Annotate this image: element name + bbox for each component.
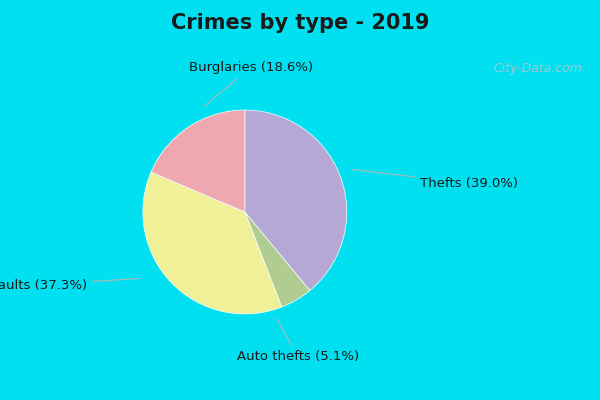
Wedge shape — [245, 110, 347, 290]
Text: Assaults (37.3%): Assaults (37.3%) — [0, 278, 140, 292]
Text: City-Data.com: City-Data.com — [493, 62, 582, 75]
Wedge shape — [143, 172, 282, 314]
Wedge shape — [245, 212, 310, 307]
Text: Crimes by type - 2019: Crimes by type - 2019 — [171, 13, 429, 33]
Text: Thefts (39.0%): Thefts (39.0%) — [353, 170, 518, 190]
Wedge shape — [151, 110, 245, 212]
Text: Burglaries (18.6%): Burglaries (18.6%) — [189, 61, 313, 106]
Text: Auto thefts (5.1%): Auto thefts (5.1%) — [237, 318, 359, 363]
